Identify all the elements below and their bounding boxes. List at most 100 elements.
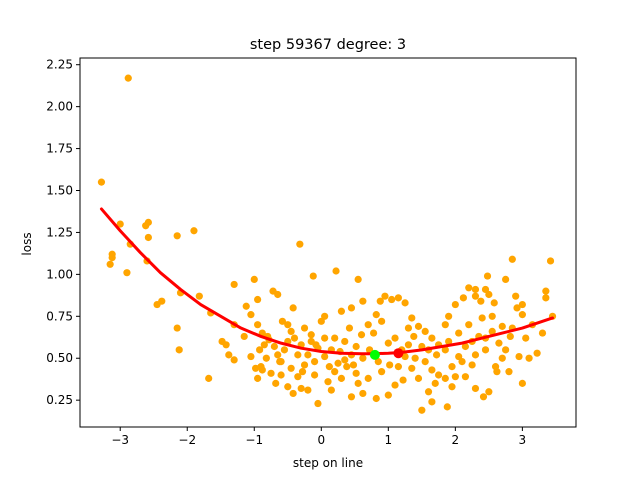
scatter-point-146 <box>304 351 312 359</box>
scatter-point-97 <box>478 314 486 322</box>
scatter-point-99 <box>477 297 485 305</box>
scatter-point-71 <box>428 398 436 406</box>
scatter-point-23 <box>225 351 233 359</box>
scatter-point-113 <box>428 334 436 342</box>
scatter-point-30 <box>254 295 262 304</box>
scatter-point-17 <box>173 324 181 332</box>
scatter-point-4 <box>106 260 114 268</box>
scatter-point-106 <box>471 285 480 294</box>
scatter-point-102 <box>502 275 510 283</box>
scatter-point-121 <box>376 297 384 305</box>
scatter-point-157 <box>300 324 309 332</box>
scatter-point-151 <box>274 351 282 359</box>
scatter-point-150 <box>280 346 289 354</box>
scatter-point-206 <box>357 331 366 339</box>
scatter-point-48 <box>294 351 302 359</box>
scatter-point-142 <box>334 359 342 367</box>
scatter-point-162 <box>369 329 378 337</box>
scatter-point-1 <box>124 74 132 82</box>
x-axis-label: step on line <box>293 456 363 470</box>
scatter-point-50 <box>267 369 275 377</box>
scatter-point-85 <box>542 294 550 302</box>
scatter-point-60 <box>324 378 332 386</box>
scatter-point-62 <box>343 363 351 371</box>
scatter-point-19 <box>195 292 203 300</box>
scatter-point-66 <box>384 391 392 399</box>
scatter-point-83 <box>538 329 547 337</box>
scatter-point-203 <box>386 361 394 369</box>
y-tick-label: 0.25 <box>46 393 73 407</box>
scatter-point-107 <box>465 284 473 292</box>
scatter-point-183 <box>424 388 433 396</box>
scatter-point-127 <box>411 354 419 362</box>
scatter-point-119 <box>388 295 396 304</box>
scatter-point-161 <box>364 321 372 329</box>
scatter-point-208 <box>287 364 295 372</box>
scatter-point-215 <box>349 361 358 369</box>
scatter-point-170 <box>495 339 503 347</box>
scatter-point-35 <box>284 321 292 329</box>
scatter-point-204 <box>401 352 409 361</box>
scatter-point-148 <box>290 334 299 342</box>
scatter-point-123 <box>384 339 392 347</box>
scatter-point-196 <box>321 334 329 342</box>
x-tick-label: −2 <box>178 433 196 447</box>
scatter-point-115 <box>414 322 423 330</box>
scatter-point-89 <box>512 292 520 300</box>
scatter-point-144 <box>321 352 329 361</box>
scatter-point-81 <box>525 354 533 362</box>
scatter-point-202 <box>471 351 480 359</box>
y-tick-label: 2.25 <box>46 58 73 72</box>
scatter-point-111 <box>441 321 449 329</box>
scatter-point-67 <box>391 381 399 389</box>
scatter-point-37 <box>296 240 304 248</box>
scatter-point-212 <box>410 332 418 341</box>
scatter-point-47 <box>300 361 309 369</box>
scatter-point-79 <box>505 368 513 376</box>
scatter-point-43 <box>331 334 339 342</box>
scatter-point-195 <box>341 337 349 346</box>
scatter-point-194 <box>347 393 356 401</box>
scatter-point-213 <box>488 312 496 320</box>
scatter-point-74 <box>461 373 470 381</box>
scatter-point-22 <box>222 341 230 349</box>
scatter-point-70 <box>418 406 426 414</box>
marker-red <box>393 348 404 359</box>
scatter-point-109 <box>451 300 459 309</box>
scatter-point-18 <box>175 346 183 354</box>
scatter-point-176 <box>310 371 319 379</box>
plot-frame <box>79 57 577 428</box>
x-axis-ticks: −3 −2 −1 0 1 2 3 <box>111 427 526 447</box>
scatter-point-128 <box>421 357 429 366</box>
scatter-point-77 <box>485 388 493 396</box>
scatter-point-34 <box>274 290 282 299</box>
y-tick-label: 1.75 <box>46 142 73 156</box>
scatter-point-55 <box>284 383 292 391</box>
scatter-point-88 <box>518 311 526 319</box>
scatter-point-38 <box>309 272 317 280</box>
scatter-point-156 <box>278 317 287 325</box>
x-tick-label: −1 <box>245 433 263 447</box>
scatter-point-172 <box>522 334 530 342</box>
scatter-point-186 <box>468 361 476 369</box>
scatter-point-138 <box>359 354 367 362</box>
x-tick-label: 3 <box>519 433 527 447</box>
fit-curve-layer <box>99 207 555 356</box>
y-tick-label: 2.00 <box>46 100 73 114</box>
scatter-point-72 <box>443 403 451 411</box>
scatter-point-168 <box>465 321 473 329</box>
scatter-point-163 <box>378 317 386 325</box>
scatter-point-159 <box>337 307 346 315</box>
scatter-point-54 <box>272 379 280 387</box>
scatter-point-155 <box>254 321 262 329</box>
scatter-point-211 <box>374 357 382 366</box>
scatter-point-167 <box>455 329 463 337</box>
scatter-point-198 <box>287 327 295 335</box>
scatter-point-90 <box>513 304 521 312</box>
scatter-point-96 <box>481 346 490 354</box>
y-tick-label: 1.00 <box>46 267 73 281</box>
x-tick-label: −3 <box>111 433 129 447</box>
scatter-point-29 <box>250 275 258 283</box>
scatter-point-75 <box>471 384 480 393</box>
